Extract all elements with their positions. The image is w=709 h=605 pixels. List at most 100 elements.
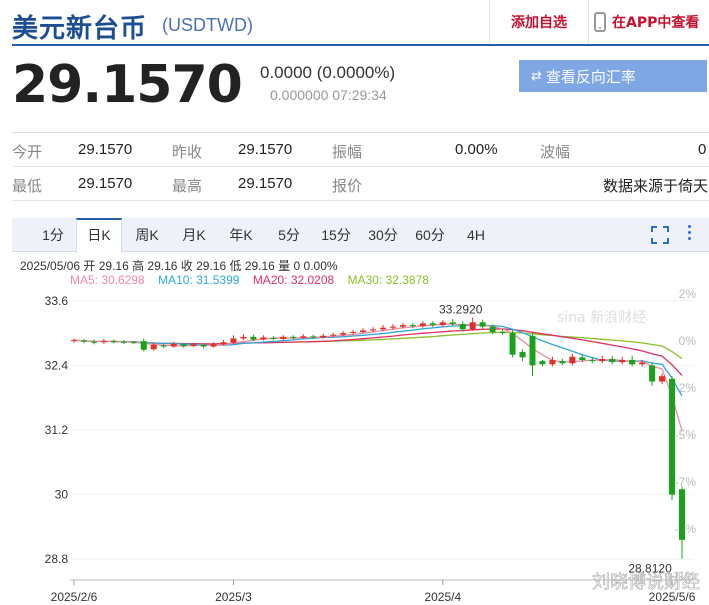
stats-row: 最低 29.1570 最高 29.1570 报价 数据来源于倚天 — [12, 167, 709, 201]
stat-label: 振幅 — [332, 144, 363, 161]
phone-icon — [594, 12, 606, 32]
tab-weekly[interactable]: 周K — [135, 227, 159, 243]
candle — [240, 334, 247, 341]
tab-yearly[interactable]: 年K — [229, 227, 253, 243]
y-tick-label: 30 — [55, 488, 69, 502]
candle — [659, 373, 666, 385]
stat-label: 昨收 — [172, 144, 203, 161]
candle-body — [539, 361, 546, 365]
candle-body — [210, 344, 217, 347]
candle-body — [330, 334, 337, 336]
stat-label: 最高 — [172, 178, 203, 195]
candle — [340, 330, 347, 336]
candle-body — [619, 360, 626, 363]
candle — [499, 328, 506, 336]
candle-body — [639, 362, 646, 365]
stats-row: 今开 29.1570 昨收 29.1570 振幅 0.00% 波幅 0 — [12, 133, 709, 167]
tab-daily[interactable]: 日K — [76, 218, 122, 253]
candle — [150, 342, 157, 351]
candle-body — [230, 338, 237, 343]
tab-4h[interactable]: 4H — [467, 227, 485, 243]
candle — [71, 338, 77, 343]
pct-tick-label: -9% — [675, 522, 697, 536]
candle — [300, 334, 307, 339]
add-watchlist-button[interactable]: 添加自选 — [489, 0, 589, 44]
candle — [559, 358, 566, 366]
candle-body — [370, 329, 377, 331]
candle-body — [180, 344, 187, 346]
x-tick-label: 2025/4 — [424, 590, 461, 604]
candle-body — [419, 323, 426, 327]
add-watchlist-label: 添加自选 — [511, 15, 567, 31]
x-tick-label: 2025/2/6 — [51, 590, 98, 604]
candle-body — [300, 336, 307, 338]
tab-15min[interactable]: 15分 — [321, 227, 351, 243]
tab-monthly[interactable]: 月K — [182, 227, 206, 243]
candle-body — [350, 332, 357, 334]
page-title: 美元新台币 — [12, 14, 148, 44]
candle — [459, 321, 466, 332]
reverse-rate-label: 查看反向汇率 — [545, 68, 636, 86]
ma20-label: MA20: 32.0208 — [252, 273, 335, 287]
candle-body — [459, 323, 466, 330]
candle-body — [529, 335, 536, 366]
candle — [589, 356, 596, 364]
candle-body — [340, 333, 347, 335]
candle-body — [250, 336, 257, 340]
candle-body — [449, 322, 456, 324]
candle — [210, 342, 217, 348]
candle — [449, 319, 456, 327]
candle — [639, 360, 646, 367]
candle — [419, 321, 426, 328]
watermark-text: sina 新浪财经 — [557, 310, 646, 326]
tab-60min[interactable]: 60分 — [415, 227, 445, 243]
pct-tick-label: -7% — [675, 475, 697, 489]
tab-1min[interactable]: 1分 — [42, 227, 64, 243]
candle-body — [599, 358, 606, 362]
candle — [280, 335, 287, 341]
candle — [609, 355, 616, 365]
extreme-value-label: 33.2920 — [439, 302, 483, 316]
kline-chart[interactable]: sina 新浪财经刘晓博说财经33.632.431.23028.82%0%-2%… — [12, 218, 709, 605]
candle-body — [160, 345, 167, 347]
ohlc-readout: 2025/05/06 开 29.16 高 29.16 收 29.16 低 29.… — [20, 259, 338, 273]
candle-body — [320, 335, 327, 338]
candle-body — [499, 332, 506, 334]
stat-value: 29.1570 — [78, 141, 133, 158]
candle-body — [240, 336, 247, 339]
candle-body — [649, 365, 656, 382]
stat-value: 数据来源于倚天 — [603, 178, 709, 195]
view-in-app-label: 在APP中查看 — [612, 15, 700, 31]
y-tick-label: 32.4 — [45, 358, 69, 372]
candle — [360, 328, 367, 334]
y-tick-label: 31.2 — [45, 423, 69, 437]
candle — [130, 341, 137, 344]
more-options-icon[interactable] — [686, 225, 692, 245]
candle-body — [150, 344, 157, 350]
candle — [320, 333, 327, 339]
ma30-label: MA30: 32.3878 — [347, 273, 429, 287]
candle-body — [609, 358, 616, 363]
candle — [350, 329, 357, 335]
candle — [160, 343, 167, 349]
tab-30min[interactable]: 30分 — [368, 227, 398, 243]
view-in-app-button[interactable]: 在APP中查看 — [594, 0, 709, 44]
candle-body — [260, 337, 267, 340]
candle — [669, 376, 676, 500]
pct-tick-label: 0% — [679, 334, 697, 348]
candle-body — [120, 341, 127, 343]
fullscreen-icon[interactable] — [651, 226, 669, 244]
candle — [469, 317, 476, 331]
candle — [569, 353, 576, 366]
candle-body — [549, 360, 556, 365]
pct-tick-label: 2% — [679, 287, 697, 301]
reverse-rate-button[interactable]: ⇄ 查看反向汇率 — [519, 60, 707, 92]
swap-icon: ⇄ — [531, 68, 542, 83]
candle-body — [629, 360, 636, 365]
tab-5min[interactable]: 5分 — [278, 227, 300, 243]
page-header: 美元新台币 (USDTWD) 添加自选 在APP中查看 — [0, 0, 709, 44]
candle — [519, 349, 526, 362]
y-tick-label: 28.8 — [45, 552, 69, 566]
candle-body — [110, 341, 117, 343]
candle — [370, 327, 377, 332]
